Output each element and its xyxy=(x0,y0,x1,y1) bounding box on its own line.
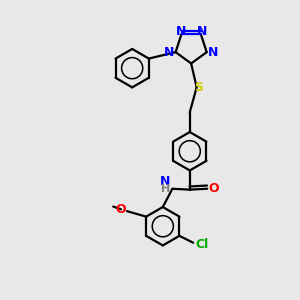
Text: O: O xyxy=(209,182,219,195)
Text: H: H xyxy=(161,184,170,194)
Text: S: S xyxy=(194,81,203,94)
Text: N: N xyxy=(160,176,171,188)
Text: O: O xyxy=(116,203,126,216)
Text: N: N xyxy=(208,46,218,59)
Text: N: N xyxy=(164,46,174,59)
Text: N: N xyxy=(196,25,207,38)
Text: N: N xyxy=(176,25,186,38)
Text: Cl: Cl xyxy=(196,238,209,251)
